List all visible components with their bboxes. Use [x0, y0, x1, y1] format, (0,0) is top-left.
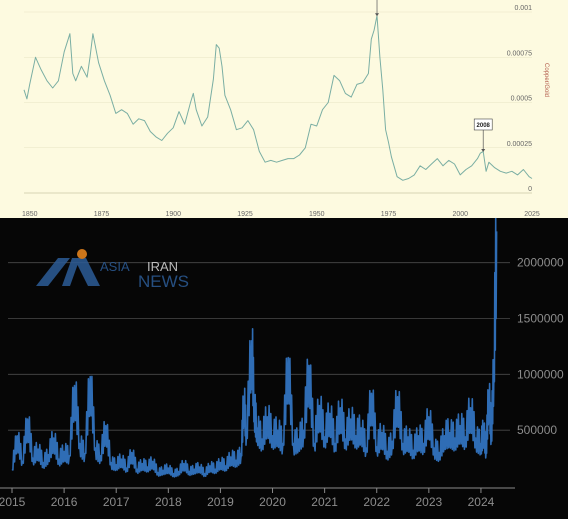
bottom-y-tick-label: 1500000: [517, 312, 564, 326]
annotation-arrow: [375, 13, 380, 17]
annotation-label: 2008: [477, 123, 491, 129]
top-y-tick-label: 0: [528, 186, 532, 193]
bottom-y-tick-label: 500000: [517, 423, 557, 437]
logo-text-asia: ASIA: [100, 259, 130, 274]
top-y-tick-label: 0.00075: [507, 50, 532, 57]
bottom-x-tick-label: 2023: [415, 495, 442, 509]
bottom-x-tick-label: 2024: [468, 495, 495, 509]
bottom-x-tick-label: 2020: [259, 495, 286, 509]
top-x-tick-label: 2025: [524, 211, 540, 218]
volume-chart-svg: 500000 1000000 1500000 2000000 2015 2016 2017 2…: [0, 218, 564, 509]
top-x-tick-label: 1875: [94, 211, 110, 218]
top-x-tick-label: 1850: [22, 211, 38, 218]
logo-a-shape-icon: [36, 258, 70, 286]
logo-slash-shape-icon: [74, 258, 100, 286]
top-x-tick-label: 1950: [309, 211, 325, 218]
bottom-y-tick-label: 2000000: [517, 256, 564, 270]
logo-dot-icon: [77, 249, 87, 259]
logo-i-shape-icon: [62, 258, 80, 286]
bottom-x-tick-label: 2016: [51, 495, 78, 509]
copper-gold-series-line: [23, 15, 533, 181]
top-y-tick-label: 0.001: [514, 5, 532, 12]
top-x-tick-label: 1925: [237, 211, 253, 218]
bottom-x-tick-label: 2018: [155, 495, 182, 509]
volume-chart: 500000 1000000 1500000 2000000 2015 2016 2017 2…: [0, 218, 568, 519]
logo-text-news: NEWS: [138, 272, 189, 291]
bottom-x-tick-label: 2015: [0, 495, 26, 509]
bottom-x-tick-label: 2019: [207, 495, 234, 509]
copper-gold-ratio-chart: 0 0.00025 0.0005 0.00075 0.001 1850 1875 1900 19…: [0, 0, 568, 218]
top-x-tick-label: 1900: [165, 211, 181, 218]
annotation-arrow: [481, 148, 486, 152]
top-x-tick-label: 1975: [381, 211, 397, 218]
bottom-y-tick-label: 1000000: [517, 367, 564, 381]
copper-gold-chart-svg: 0 0.00025 0.0005 0.00075 0.001 1850 1875 1900 19…: [22, 0, 549, 218]
volume-series-line: [11, 218, 498, 478]
bottom-x-tick-label: 2021: [311, 495, 338, 509]
top-y-tick-label: 0.0005: [511, 96, 533, 103]
logo-text-iran: IRAN: [147, 259, 178, 274]
bottom-x-tick-label: 2022: [363, 495, 390, 509]
bottom-x-tick-label: 2017: [103, 495, 130, 509]
top-y-axis-label: Copper/Gold: [543, 63, 549, 97]
top-x-tick-label: 2000: [452, 211, 468, 218]
top-y-tick-label: 0.00025: [507, 141, 532, 148]
annotation-box: [473, 118, 493, 131]
